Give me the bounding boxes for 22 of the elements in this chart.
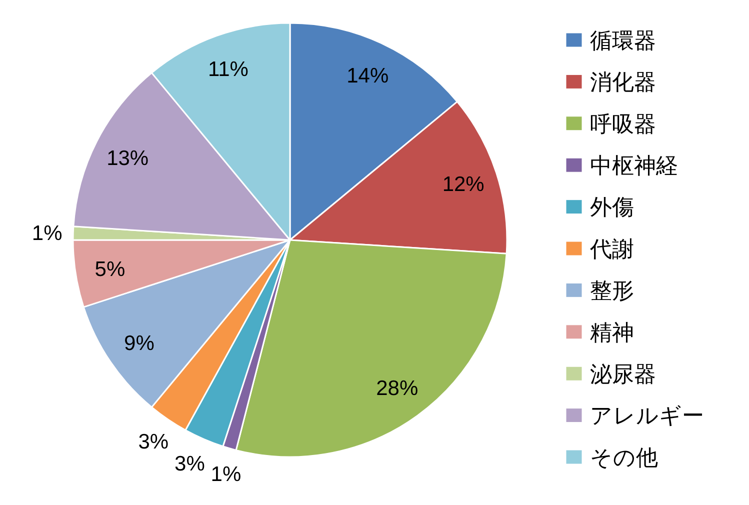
data-label: 14% (346, 64, 389, 88)
legend-label: 外傷 (590, 196, 634, 221)
data-label: 28% (376, 377, 418, 400)
legend-label: その他 (590, 446, 658, 471)
legend-label: 消化器 (590, 70, 656, 96)
legend-label: 精神 (590, 320, 634, 346)
data-label: 1% (210, 462, 242, 486)
data-label: 1% (32, 222, 62, 245)
data-label: 11% (208, 58, 248, 82)
data-label: 3% (174, 452, 205, 476)
data-label: 12% (442, 173, 484, 196)
legend-label: 泌尿器 (590, 362, 656, 388)
legend-label: 循環器 (590, 28, 656, 54)
legend-label: 呼吸器 (590, 112, 656, 138)
legend-label: 整形 (590, 279, 634, 304)
legend-label: アレルギー (590, 404, 704, 430)
data-label: 13% (106, 146, 149, 170)
legend-label: 中枢神経 (590, 154, 678, 180)
legend-label: 代謝 (589, 237, 634, 262)
data-label: 9% (124, 332, 154, 356)
data-label: 3% (138, 430, 169, 454)
data-label: 5% (94, 258, 126, 282)
